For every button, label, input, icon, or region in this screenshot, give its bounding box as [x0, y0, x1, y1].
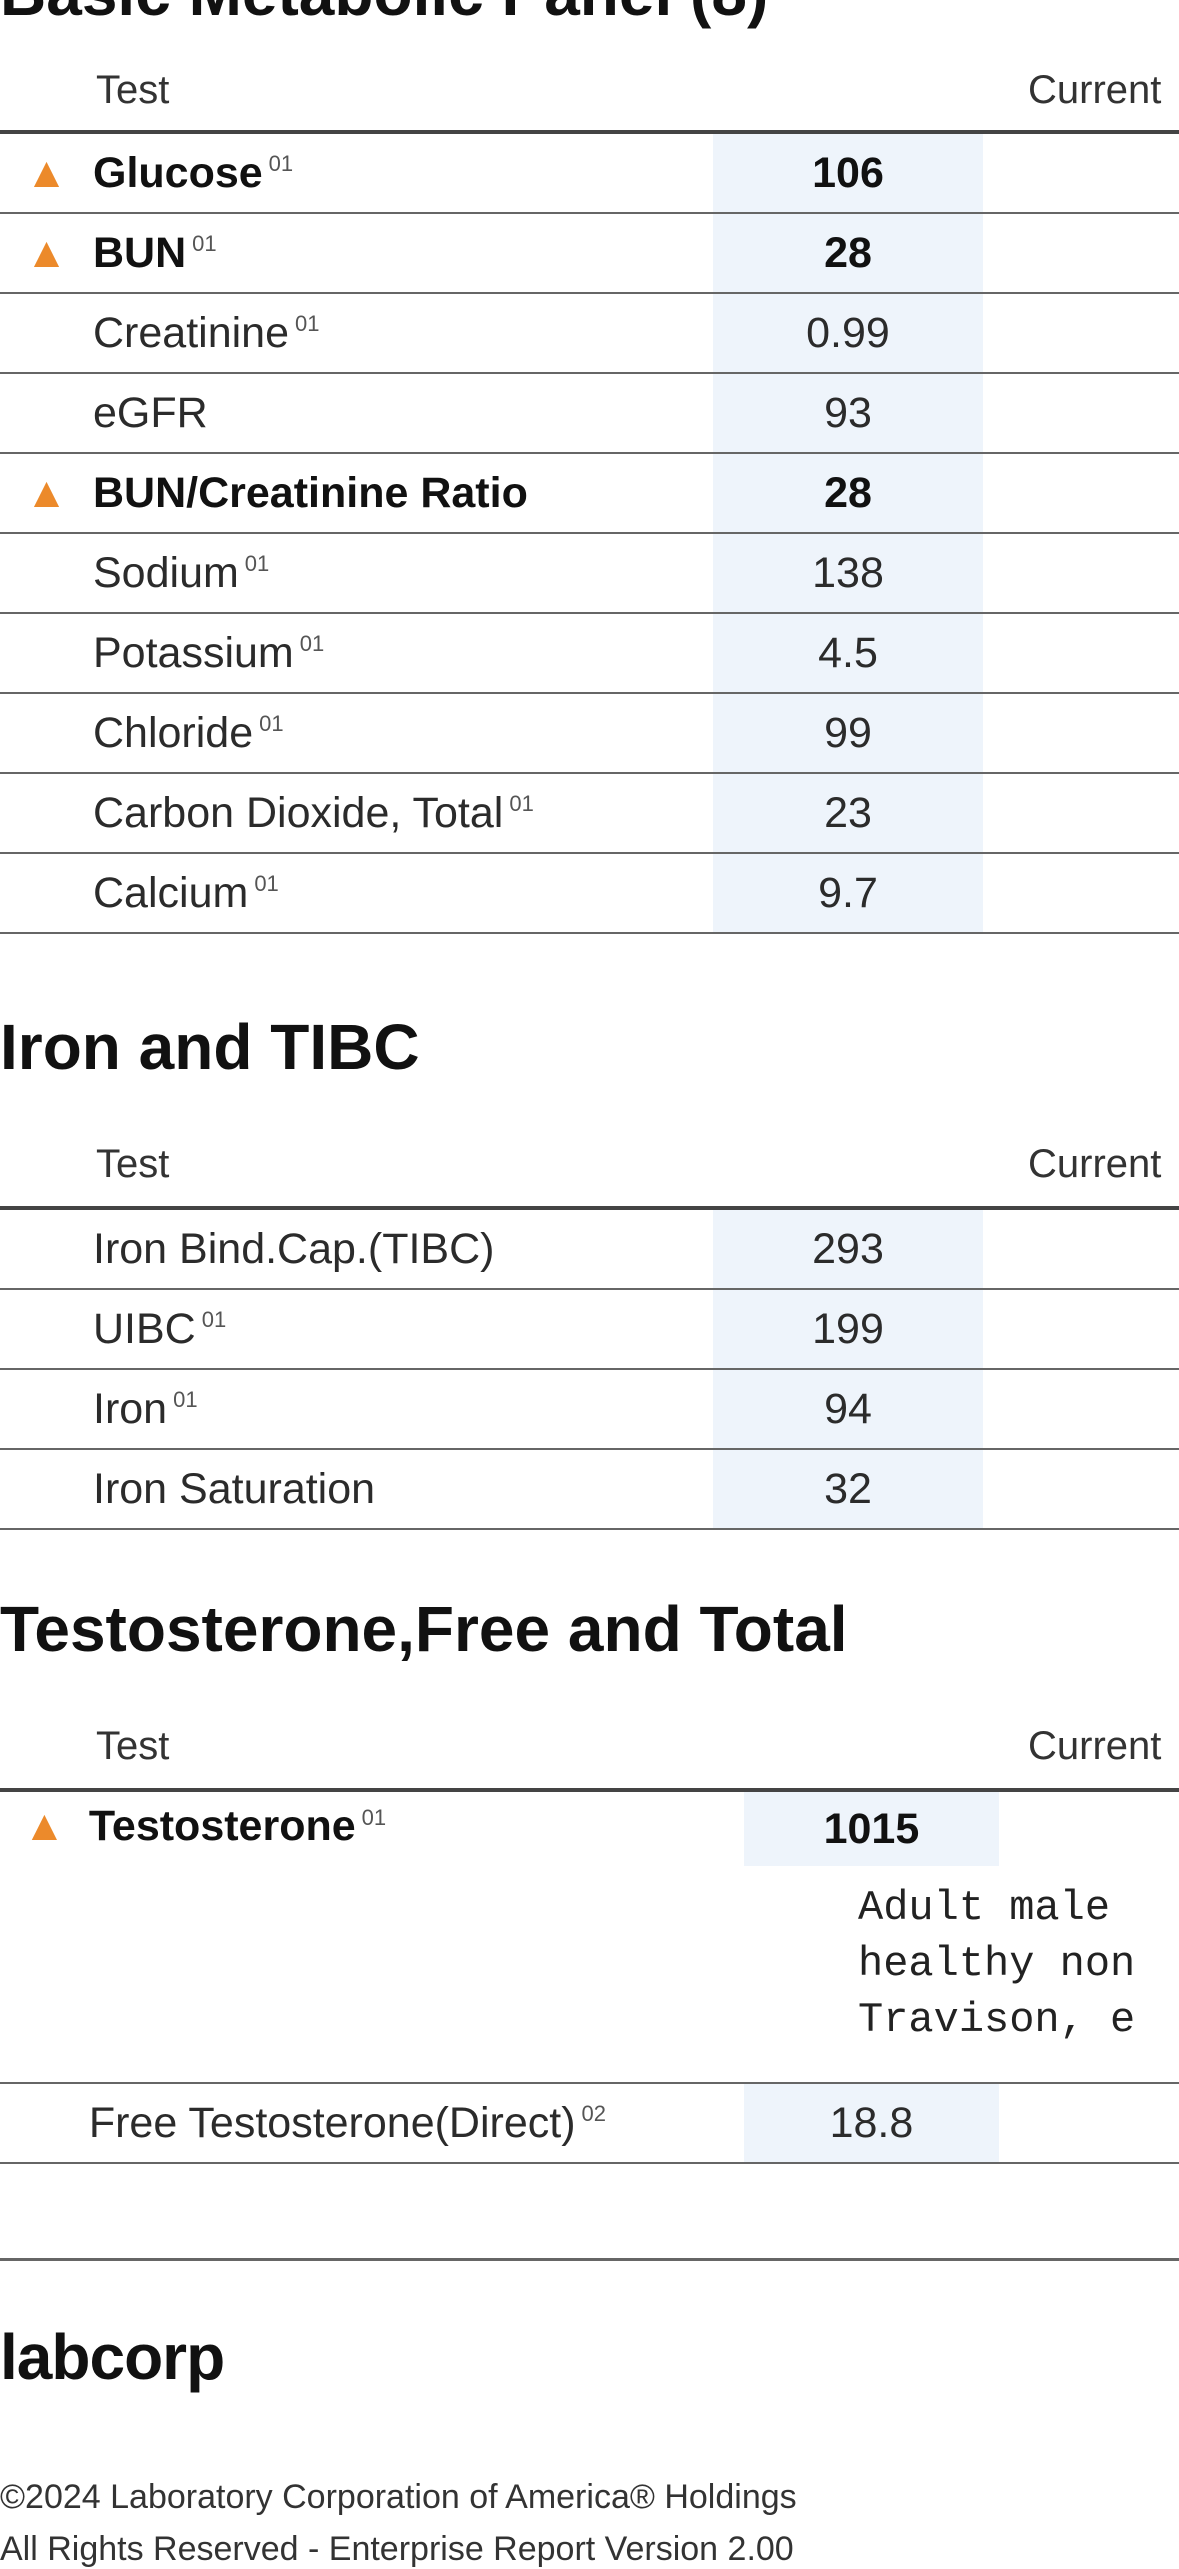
column-header-test: Test [96, 68, 170, 112]
flag-cell [0, 853, 93, 934]
table-row[interactable]: UIBC 01 199 [0, 1289, 1179, 1370]
current-value: 293 [713, 1208, 983, 1290]
test-name: UIBC 01 [93, 1289, 563, 1370]
test-name: Sodium 01 [93, 533, 563, 614]
test-name: BUN/Creatinine Ratio [93, 453, 563, 534]
high-flag-icon: ▲ [0, 213, 93, 294]
high-flag-icon: ▲ [0, 1790, 89, 2084]
flag-cell [0, 2083, 89, 2164]
flag-cell [0, 1289, 93, 1370]
test-name: Carbon Dioxide, Total 01 [93, 773, 563, 854]
test-name: Iron Saturation [93, 1449, 563, 1530]
table-row[interactable]: eGFR 93 [0, 373, 1179, 454]
copyright-text: ©2024 Laboratory Corporation of America®… [0, 2478, 797, 2516]
column-header-current: Current [1028, 1724, 1162, 1768]
flag-cell [0, 293, 93, 374]
flag-cell [0, 533, 93, 614]
flag-cell [0, 1369, 93, 1450]
test-name: Chloride 01 [93, 693, 563, 774]
current-value: 28 [713, 213, 983, 294]
table-row[interactable]: Potassium 01 4.5 [0, 613, 1179, 694]
current-value: 1015 [743, 1790, 1000, 2084]
test-name: Free Testosterone(Direct) 02 [88, 2083, 607, 2164]
current-value: 9.7 [713, 853, 983, 934]
test-name: eGFR [93, 373, 563, 454]
labcorp-logo: labcorp [0, 2321, 225, 2393]
table-row[interactable]: Iron 01 94 [0, 1369, 1179, 1450]
current-value: 32 [713, 1449, 983, 1530]
note-line: healthy non [858, 1940, 1136, 1988]
test-name: Glucose 01 [93, 132, 563, 214]
basic-metabolic-panel-table: ▲ Glucose 01 106 ▲ BUN 01 28 Creatinine 01 … [0, 130, 1179, 934]
rights-text: All Rights Reserved - Enterprise Report … [0, 2530, 794, 2568]
table-row[interactable]: Free Testosterone(Direct) 02 18.8 [0, 2083, 1179, 2164]
iron-and-tibc-table: Iron Bind.Cap.(TIBC) 293 UIBC 01 199 Iron… [0, 1206, 1179, 1530]
column-header-current: Current [1028, 1142, 1162, 1186]
table-row[interactable]: ▲ BUN 01 28 [0, 213, 1179, 294]
current-value: 199 [713, 1289, 983, 1370]
high-flag-icon: ▲ [0, 132, 93, 214]
test-name: Iron 01 [93, 1369, 563, 1450]
flag-cell [0, 1208, 93, 1290]
current-value: 99 [713, 693, 983, 774]
current-value: 93 [713, 373, 983, 454]
testosterone-table: ▲ Testosterone 01 1015 Free Testosterone(… [0, 1788, 1179, 2164]
current-value: 18.8 [743, 2083, 1000, 2164]
table-row[interactable]: Calcium 01 9.7 [0, 853, 1179, 934]
column-header-test: Test [96, 1142, 170, 1186]
current-value: 106 [713, 132, 983, 214]
current-value: 138 [713, 533, 983, 614]
column-header-current: Current [1028, 68, 1162, 112]
current-value: 0.99 [713, 293, 983, 374]
note-line: Travison, e [858, 1996, 1136, 2044]
table-row[interactable]: ▲ Glucose 01 106 [0, 132, 1179, 214]
table-row[interactable]: Creatinine 01 0.99 [0, 293, 1179, 374]
flag-cell [0, 613, 93, 694]
test-name: Calcium 01 [93, 853, 563, 934]
table-row[interactable]: Iron Saturation 32 [0, 1449, 1179, 1530]
test-name: Potassium 01 [93, 613, 563, 694]
test-name: Testosterone 01 [88, 1790, 607, 2084]
current-value: 94 [713, 1369, 983, 1450]
current-value: 28 [713, 453, 983, 534]
flag-cell [0, 693, 93, 774]
footer-divider [0, 2258, 1179, 2261]
testosterone-note: Adult male healthy non Travison, e [858, 1880, 1135, 2048]
section-title-testosterone: Testosterone,Free and Total [0, 1593, 848, 1665]
current-value: 23 [713, 773, 983, 854]
test-name: Creatinine 01 [93, 293, 563, 374]
current-value: 4.5 [713, 613, 983, 694]
flag-cell [0, 373, 93, 454]
section-title-iron-and-tibc: Iron and TIBC [0, 1011, 420, 1083]
flag-cell [0, 1449, 93, 1530]
table-row[interactable]: Chloride 01 99 [0, 693, 1179, 774]
test-name: BUN 01 [93, 213, 563, 294]
table-row[interactable]: Iron Bind.Cap.(TIBC) 293 [0, 1208, 1179, 1290]
section-title-basic-metabolic-panel: Basic Metabolic Panel (8) [0, 0, 768, 30]
flag-cell [0, 773, 93, 854]
table-row[interactable]: ▲ BUN/Creatinine Ratio 28 [0, 453, 1179, 534]
note-line: Adult male [858, 1884, 1111, 1932]
table-row[interactable]: ▲ Testosterone 01 1015 [0, 1790, 1179, 2084]
high-flag-icon: ▲ [0, 453, 93, 534]
table-row[interactable]: Sodium 01 138 [0, 533, 1179, 614]
table-row[interactable]: Carbon Dioxide, Total 01 23 [0, 773, 1179, 854]
column-header-test: Test [96, 1724, 170, 1768]
test-name: Iron Bind.Cap.(TIBC) [93, 1208, 563, 1290]
